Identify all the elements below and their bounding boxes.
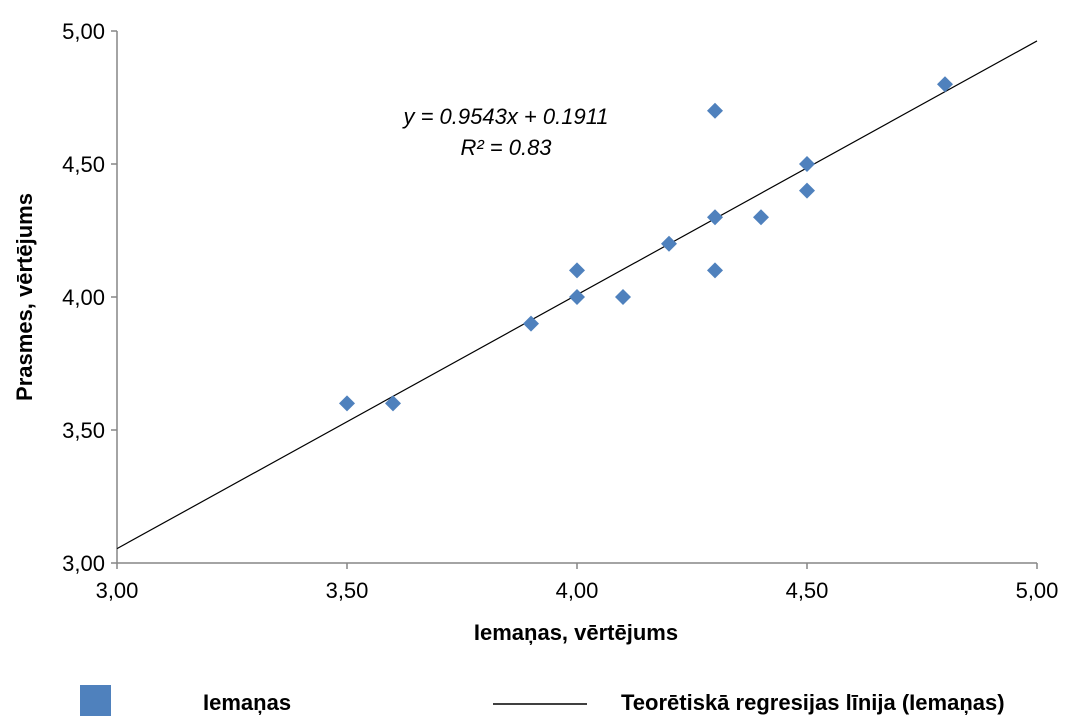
legend: Iemaņas Teorētiskā regresijas līnija (Ie… bbox=[80, 685, 1005, 716]
scatter-point bbox=[569, 262, 585, 279]
x-tick-label: 3,50 bbox=[326, 578, 369, 603]
scatter-point bbox=[339, 395, 355, 412]
scatter-point bbox=[707, 209, 723, 226]
data-points bbox=[339, 76, 953, 412]
y-tick-label: 4,50 bbox=[62, 152, 105, 177]
y-axis-ticks: 3,00 3,50 4,00 4,50 5,00 bbox=[62, 19, 117, 576]
scatter-point bbox=[799, 182, 815, 199]
x-tick-label: 4,00 bbox=[556, 578, 599, 603]
x-axis-ticks: 3,00 3,50 4,00 4,50 5,00 bbox=[96, 563, 1059, 603]
scatter-point bbox=[707, 262, 723, 279]
y-tick-label: 3,00 bbox=[62, 551, 105, 576]
legend-label-line: Teorētiskā regresijas līnija (Iemaņas) bbox=[621, 690, 1005, 715]
scatter-point bbox=[385, 395, 401, 412]
scatter-point bbox=[523, 315, 539, 332]
legend-label-scatter: Iemaņas bbox=[203, 690, 291, 715]
y-axis-title: Prasmes, vērtējums bbox=[12, 193, 37, 401]
scatter-point bbox=[753, 209, 769, 226]
y-tick-label: 3,50 bbox=[62, 418, 105, 443]
scatter-point bbox=[661, 235, 677, 252]
scatter-point bbox=[799, 156, 815, 172]
y-tick-label: 5,00 bbox=[62, 19, 105, 44]
x-tick-label: 5,00 bbox=[1016, 578, 1059, 603]
scatter-point bbox=[937, 76, 953, 93]
x-tick-label: 3,00 bbox=[96, 578, 139, 603]
x-axis-title: Iemaņas, vērtējums bbox=[474, 620, 678, 645]
scatter-point bbox=[707, 102, 723, 119]
r-squared-label: R² = 0.83 bbox=[460, 135, 552, 160]
legend-marker-scatter bbox=[80, 685, 111, 716]
x-tick-label: 4,50 bbox=[786, 578, 829, 603]
scatter-point bbox=[569, 289, 585, 305]
regression-equation: y = 0.9543x + 0.1911 bbox=[401, 104, 608, 129]
y-tick-label: 4,00 bbox=[62, 285, 105, 310]
scatter-point bbox=[615, 289, 631, 305]
